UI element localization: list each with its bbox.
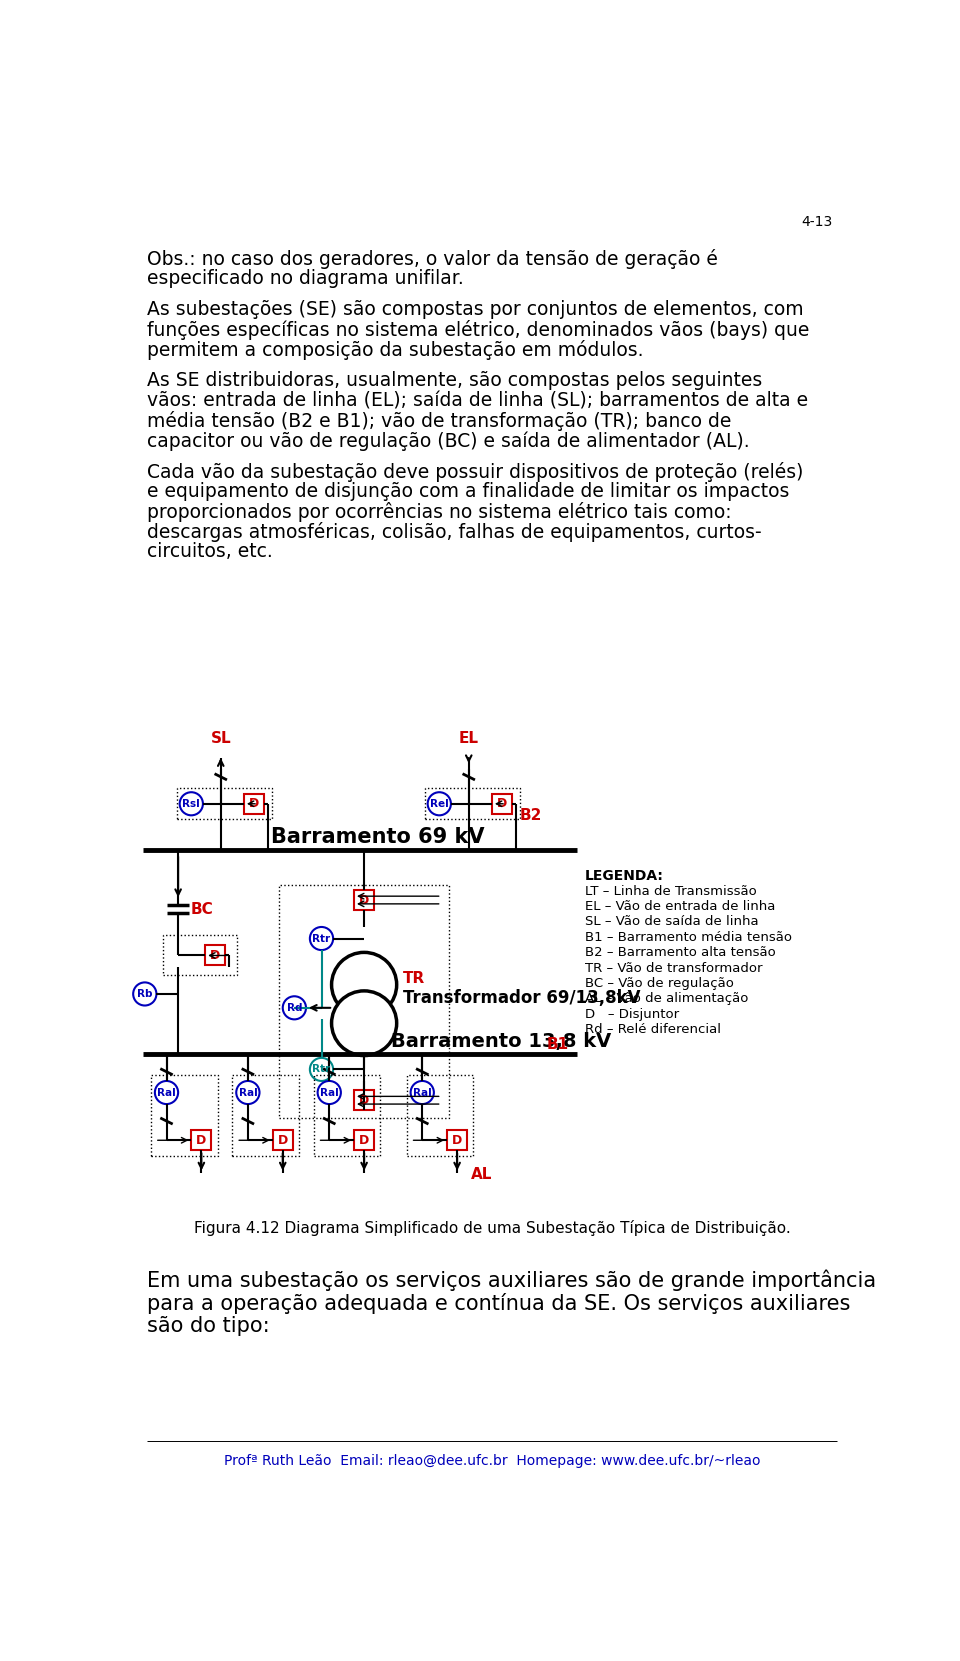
Bar: [278, 885, 449, 1118]
Text: e equipamento de disjunção com a finalidade de limitar os impactos: e equipamento de disjunção com a finalid…: [147, 482, 789, 502]
Bar: [232, 1075, 299, 1156]
Text: EL: EL: [459, 731, 479, 746]
Text: proporcionados por ocorrências no sistema elétrico tais como:: proporcionados por ocorrências no sistem…: [147, 502, 732, 522]
Text: Ral: Ral: [413, 1088, 432, 1098]
Text: LEGENDA:: LEGENDA:: [585, 869, 664, 884]
Bar: [273, 1129, 293, 1151]
Bar: [354, 1129, 374, 1151]
Text: Ral: Ral: [157, 1088, 176, 1098]
Text: D: D: [359, 894, 370, 907]
Text: As SE distribuidoras, usualmente, são compostas pelos seguintes: As SE distribuidoras, usualmente, são co…: [147, 370, 762, 390]
Circle shape: [318, 1081, 341, 1105]
Text: Rsl: Rsl: [182, 799, 201, 809]
Circle shape: [310, 927, 333, 950]
Bar: [492, 794, 512, 814]
Text: Rd – Relé diferencial: Rd – Relé diferencial: [585, 1023, 721, 1036]
Text: capacitor ou vão de regulação (BC) e saída de alimentador (AL).: capacitor ou vão de regulação (BC) e saí…: [147, 432, 750, 450]
Bar: [244, 794, 264, 814]
Bar: [162, 935, 237, 975]
Text: Profª Ruth Leão  Email: rleao@dee.ufc.br  Homepage: www.dee.ufc.br/~rleao: Profª Ruth Leão Email: rleao@dee.ufc.br …: [224, 1455, 760, 1468]
Circle shape: [411, 1081, 434, 1105]
Text: Rel: Rel: [430, 799, 448, 809]
Circle shape: [331, 992, 396, 1055]
Text: D: D: [497, 797, 507, 811]
Circle shape: [133, 982, 156, 1005]
Circle shape: [283, 997, 306, 1020]
Bar: [151, 1075, 218, 1156]
Text: LT – Linha de Transmissão: LT – Linha de Transmissão: [585, 885, 756, 897]
Bar: [354, 1090, 374, 1110]
Text: Rd: Rd: [287, 1003, 302, 1013]
Text: AL: AL: [471, 1168, 492, 1183]
Text: vãos: entrada de linha (EL); saída de linha (SL); barramentos de alta e: vãos: entrada de linha (EL); saída de li…: [147, 390, 808, 410]
Bar: [425, 789, 520, 819]
Text: SL: SL: [210, 731, 231, 746]
Text: permitem a composição da subestação em módulos.: permitem a composição da subestação em m…: [147, 341, 643, 360]
Text: D   – Disjuntor: D – Disjuntor: [585, 1008, 679, 1022]
Text: especificado no diagrama unifilar.: especificado no diagrama unifilar.: [147, 269, 464, 289]
Text: descargas atmosféricas, colisão, falhas de equipamentos, curtos-: descargas atmosféricas, colisão, falhas …: [147, 522, 761, 541]
Circle shape: [180, 792, 203, 816]
Text: B1 – Barramento média tensão: B1 – Barramento média tensão: [585, 930, 792, 943]
Text: Barramento 13,8 kV: Barramento 13,8 kV: [392, 1033, 612, 1051]
Circle shape: [427, 792, 451, 816]
Text: D: D: [249, 797, 259, 811]
Circle shape: [310, 1058, 333, 1081]
Text: Rb: Rb: [137, 988, 153, 998]
Text: Em uma subestação os serviços auxiliares são de grande importância: Em uma subestação os serviços auxiliares…: [147, 1269, 876, 1291]
Text: B1: B1: [546, 1036, 568, 1051]
Text: BC: BC: [190, 902, 213, 917]
Text: Transformador 69/13,8kV: Transformador 69/13,8kV: [403, 988, 640, 1007]
Text: 4-13: 4-13: [802, 214, 833, 229]
Text: Rtr: Rtr: [312, 933, 330, 943]
Text: D: D: [277, 1134, 288, 1146]
Text: média tensão (B2 e B1); vão de transformação (TR); banco de: média tensão (B2 e B1); vão de transform…: [147, 410, 732, 432]
Text: BC – Vão de regulação: BC – Vão de regulação: [585, 977, 733, 990]
Text: Barramento 69 kV: Barramento 69 kV: [271, 827, 485, 847]
Text: para a operação adequada e contínua da SE. Os serviços auxiliares: para a operação adequada e contínua da S…: [147, 1292, 851, 1314]
Text: EL – Vão de entrada de linha: EL – Vão de entrada de linha: [585, 900, 776, 914]
Text: circuitos, etc.: circuitos, etc.: [147, 541, 273, 561]
Circle shape: [331, 952, 396, 1017]
Bar: [191, 1129, 211, 1151]
Text: são do tipo:: são do tipo:: [147, 1316, 270, 1335]
Text: As subestações (SE) são compostas por conjuntos de elementos, com: As subestações (SE) são compostas por co…: [147, 301, 804, 319]
Text: AL – Vão de alimentação: AL – Vão de alimentação: [585, 992, 749, 1005]
Text: Ral: Ral: [238, 1088, 257, 1098]
Text: B2: B2: [520, 807, 542, 822]
Bar: [205, 945, 226, 965]
Bar: [447, 1129, 468, 1151]
Text: TR – Vão de transformador: TR – Vão de transformador: [585, 962, 762, 975]
Text: TR: TR: [403, 972, 425, 987]
Text: funções específicas no sistema elétrico, denominados vãos (bays) que: funções específicas no sistema elétrico,…: [147, 321, 809, 341]
Text: D: D: [196, 1134, 206, 1146]
Text: SL – Vão de saída de linha: SL – Vão de saída de linha: [585, 915, 758, 928]
Text: Ral: Ral: [320, 1088, 339, 1098]
Text: Obs.: no caso dos geradores, o valor da tensão de geração é: Obs.: no caso dos geradores, o valor da …: [147, 249, 718, 269]
Text: Cada vão da subestação deve possuir dispositivos de proteção (relés): Cada vão da subestação deve possuir disp…: [147, 462, 804, 482]
Text: Figura 4.12 Diagrama Simplificado de uma Subestação Típica de Distribuição.: Figura 4.12 Diagrama Simplificado de uma…: [194, 1219, 790, 1236]
Circle shape: [155, 1081, 179, 1105]
Circle shape: [236, 1081, 259, 1105]
Bar: [354, 890, 374, 910]
Text: D: D: [452, 1134, 463, 1146]
Text: D: D: [359, 1093, 370, 1106]
Text: D: D: [359, 1134, 370, 1146]
Text: B2 – Barramento alta tensão: B2 – Barramento alta tensão: [585, 947, 776, 958]
Bar: [407, 1075, 473, 1156]
Bar: [178, 789, 272, 819]
Bar: [314, 1075, 380, 1156]
Text: Rtr: Rtr: [312, 1065, 330, 1075]
Text: D: D: [210, 948, 221, 962]
